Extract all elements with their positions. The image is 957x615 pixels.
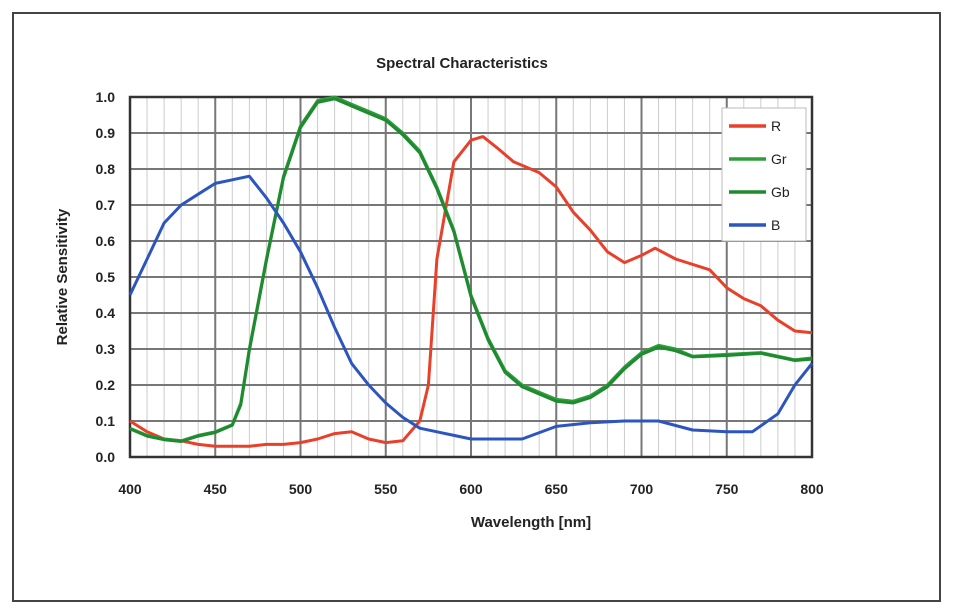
y-tick-label: 0.6 (96, 233, 116, 249)
legend-label-gr: Gr (771, 151, 787, 167)
x-tick-label: 650 (545, 481, 569, 497)
series-line-b (128, 174, 814, 441)
legend-box (721, 107, 807, 242)
x-tick-label: 700 (630, 481, 654, 497)
legend-label-b: B (771, 217, 780, 233)
x-tick-label: 450 (204, 481, 228, 497)
y-tick-label: 0.1 (96, 413, 116, 429)
x-tick-label: 400 (118, 481, 142, 497)
y-tick-label: 0.3 (96, 341, 116, 357)
y-tick-label: 0.8 (96, 161, 116, 177)
series-line-r (129, 135, 813, 448)
y-tick-label: 0.5 (96, 269, 116, 285)
y-axis-label: Relative Sensitivity (54, 208, 71, 345)
y-tick-label: 0.0 (96, 449, 116, 465)
x-tick-label: 750 (715, 481, 739, 497)
chart-title: Spectral Characteristics (376, 55, 548, 72)
legend-label-gb: Gb (771, 184, 790, 200)
y-tick-label: 1.0 (96, 89, 116, 105)
chart-frame (12, 12, 941, 602)
y-tick-label: 0.9 (96, 125, 116, 141)
series-line-gb (129, 97, 813, 443)
plot-border (128, 95, 814, 459)
x-tick-label: 800 (800, 481, 824, 497)
x-tick-label: 500 (289, 481, 313, 497)
x-axis-label: Wavelength [nm] (471, 514, 591, 531)
x-tick-label: 600 (459, 481, 483, 497)
legend-label-r: R (771, 118, 781, 134)
y-tick-label: 0.7 (96, 197, 116, 213)
y-tick-label: 0.4 (96, 305, 116, 321)
y-tick-label: 0.2 (96, 377, 116, 393)
x-tick-label: 550 (374, 481, 398, 497)
